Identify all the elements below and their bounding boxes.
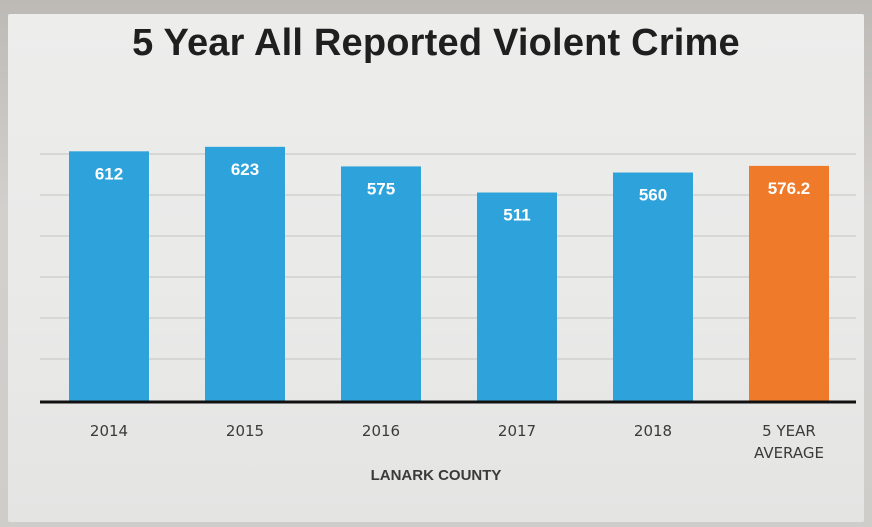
- bar-value-labels: 612 623 575 511 560 576.2: [95, 160, 810, 225]
- chart-title: 5 Year All Reported Violent Crime: [132, 22, 740, 64]
- bar-2016: [341, 166, 421, 401]
- chart-slide: [8, 14, 864, 522]
- x-tick-label: 5 YEAR AVERAGE: [754, 422, 824, 462]
- bar-2014: [69, 151, 149, 401]
- bar-2018: [613, 172, 693, 401]
- bar-5-year-average: [749, 165, 829, 401]
- x-tick-label: 2016: [362, 422, 400, 440]
- x-tick-label: 2014: [90, 422, 128, 440]
- gridlines: [40, 153, 856, 360]
- x-tick-label: 2018: [634, 422, 672, 440]
- bar-2015: [205, 146, 285, 401]
- bar-value-label: 511: [503, 206, 530, 225]
- bar-2017: [477, 192, 557, 401]
- x-tick-label: 2017: [498, 422, 536, 440]
- bar-value-label: 612: [95, 164, 123, 183]
- bars: [69, 146, 829, 401]
- bar-value-label: 575: [367, 179, 395, 198]
- bar-value-label: 623: [231, 160, 259, 179]
- x-tick-label: 2015: [226, 422, 264, 440]
- bar-value-label: 576.2: [768, 179, 811, 198]
- x-axis-title: LANARK COUNTY: [370, 467, 502, 484]
- bar-value-label: 560: [639, 186, 667, 205]
- x-tick-labels: 2014 2015 2016 2017 2018 5 YEAR AVERAGE: [90, 422, 824, 462]
